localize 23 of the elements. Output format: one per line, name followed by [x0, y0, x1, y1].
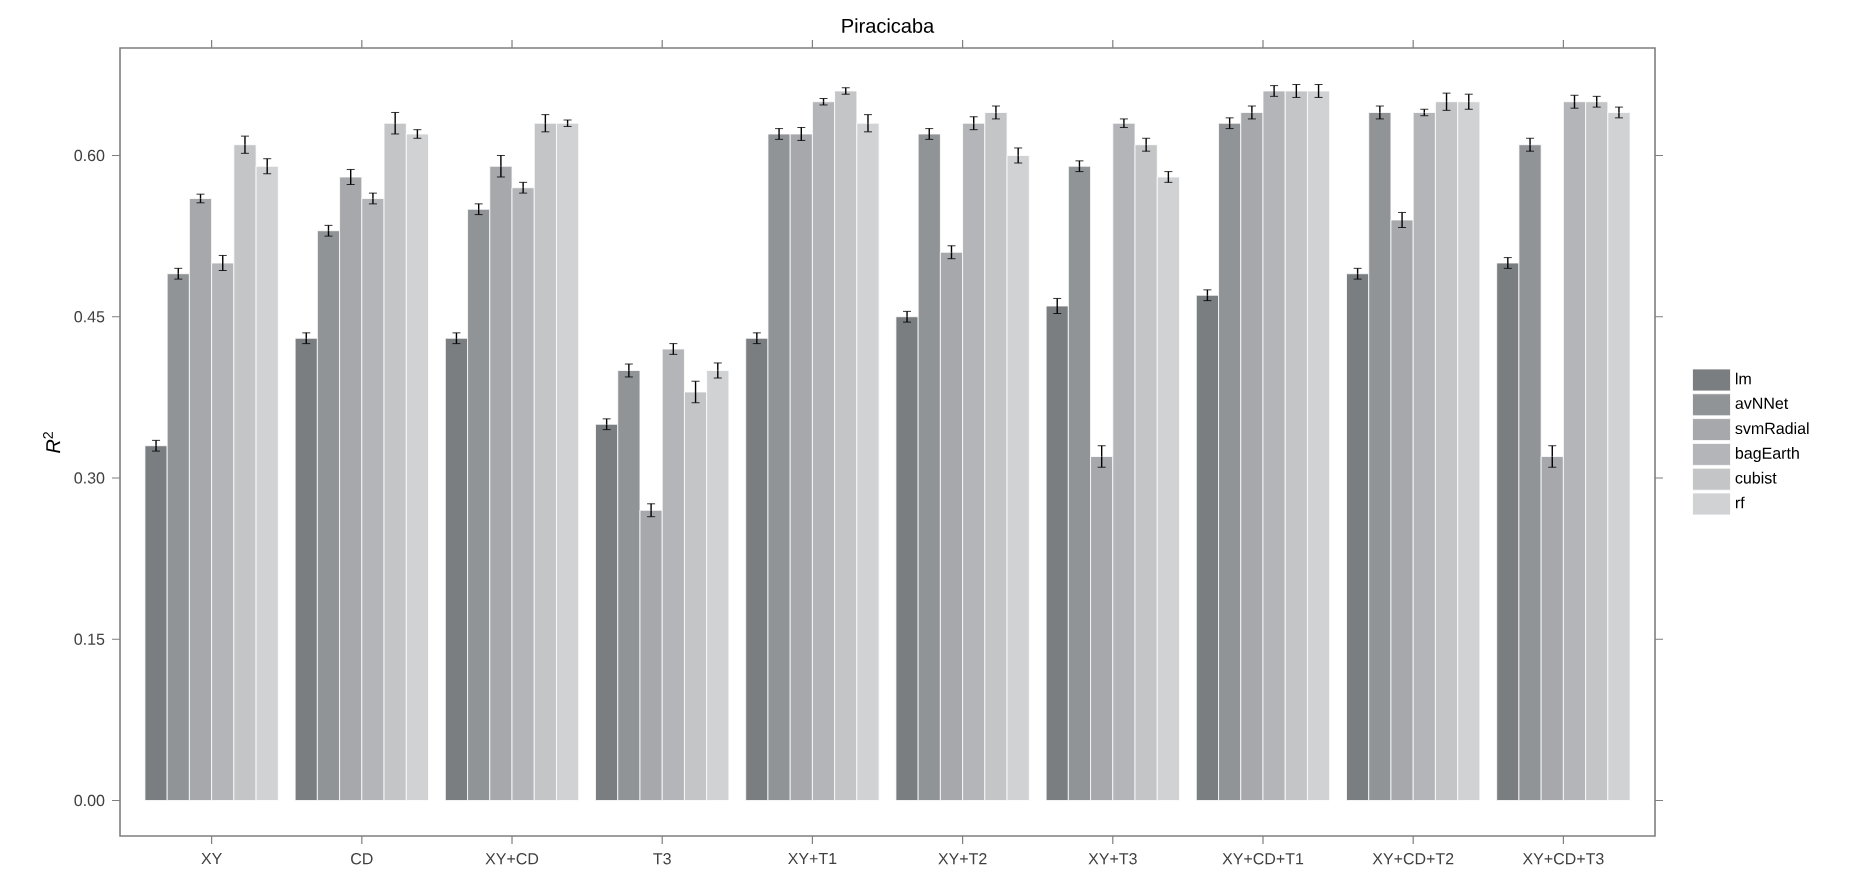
x-tick-label: XY+CD	[485, 853, 539, 865]
x-tick-label: XY	[201, 853, 222, 865]
y-tick-label: 0.45	[74, 311, 105, 323]
y-tick-label: 0.60	[74, 149, 105, 162]
legend-label: svmRadial	[1735, 422, 1809, 435]
x-tick-label: XY+CD+T3	[1522, 853, 1604, 865]
x-tick-label: XY+T2	[938, 853, 987, 865]
y-axis-title: R$^{2}$	[43, 432, 61, 453]
legend-label: bagEarth	[1735, 447, 1799, 462]
legend-label: lm	[1735, 372, 1751, 385]
x-tick-label: XY+T3	[1088, 853, 1137, 865]
y-tick-label: 0.00	[74, 794, 105, 807]
x-tick-label: XY+CD+T1	[1222, 853, 1304, 865]
chart-title: Piracicaba	[842, 18, 935, 33]
legend-label: avNNet	[1735, 397, 1789, 409]
legend-label: cubist	[1735, 471, 1777, 484]
x-tick-label: T3	[653, 853, 671, 865]
y-tick-label: 0.15	[74, 633, 105, 645]
legend-label: rf	[1735, 496, 1745, 509]
x-tick-label: XY+T1	[788, 853, 837, 865]
x-tick-label: CD	[351, 853, 373, 865]
y-tick-label: 0.30	[74, 472, 105, 484]
x-tick-label: XY+CD+T2	[1372, 853, 1454, 865]
